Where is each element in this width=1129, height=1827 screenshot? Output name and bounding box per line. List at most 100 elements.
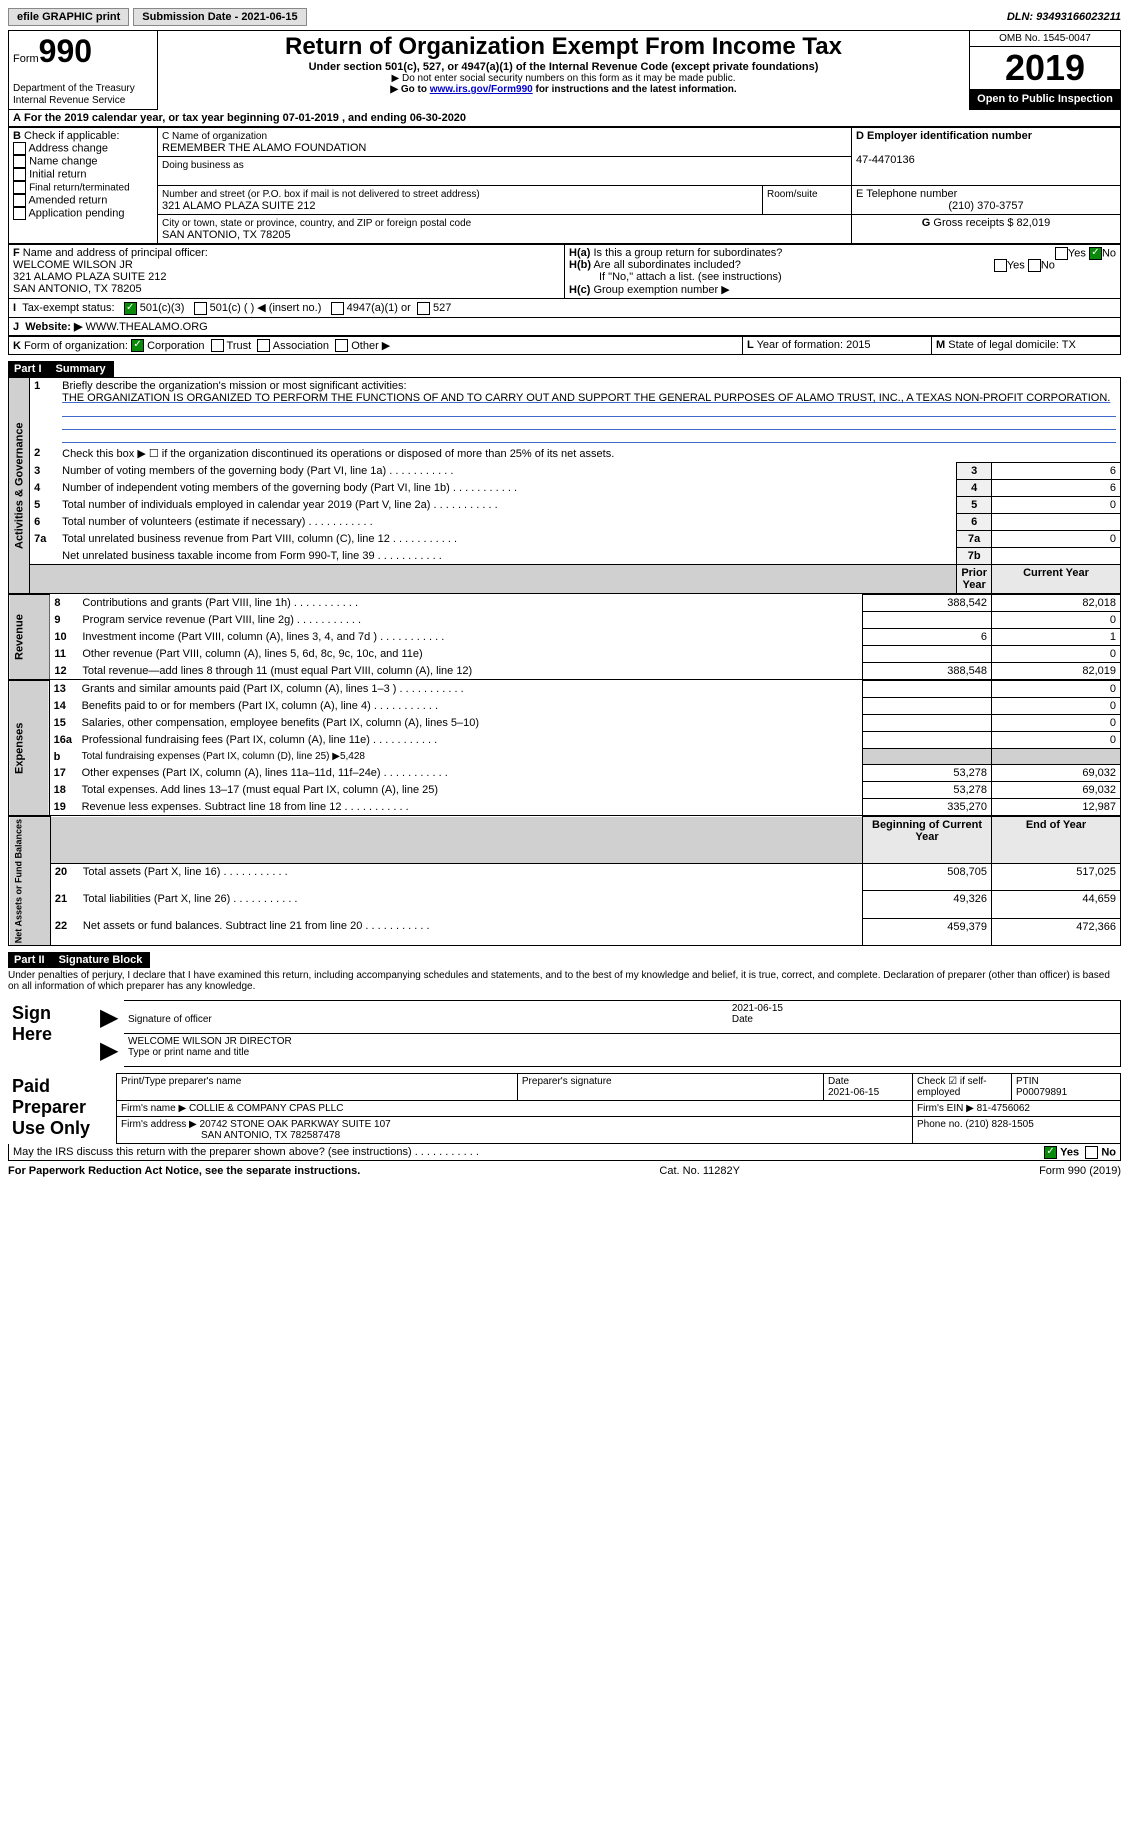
addr-change-checkbox[interactable] [13,142,26,155]
officer-addr1: 321 ALAMO PLAZA SUITE 212 [13,271,166,283]
part1-title: Summary [48,361,114,377]
line-7a: 7aTotal unrelated business revenue from … [9,531,1121,548]
sign-here-label: Sign Here [12,1003,92,1045]
city-label: City or town, state or province, country… [162,218,471,229]
q1: Briefly describe the organization's miss… [62,380,406,392]
hb-yes[interactable] [994,259,1007,272]
preparer-block: Paid Preparer Use Only Print/Type prepar… [8,1073,1121,1144]
addr-label: Number and street (or P.O. box if mail i… [162,189,480,200]
name-title-label: Type or print name and title [128,1047,249,1058]
footer-right: Form 990 (2019) [1039,1165,1121,1177]
officer-addr2: SAN ANTONIO, TX 78205 [13,283,142,295]
signature-block: Sign Here ▶ Signature of officer 2021-06… [8,1000,1121,1067]
footer-left: For Paperwork Reduction Act Notice, see … [8,1165,360,1177]
discuss-no[interactable] [1085,1146,1098,1159]
527-checkbox[interactable] [417,302,430,315]
line-6: 6Total number of volunteers (estimate if… [9,514,1121,531]
hb-text: Are all subordinates included? [593,259,740,271]
ha-text: Is this a group return for subordinates? [593,247,782,259]
501c-checkbox[interactable] [194,302,207,315]
penalty-text: Under penalties of perjury, I declare th… [8,968,1121,994]
form-header: Form990 Department of the Treasury Inter… [8,30,1121,110]
self-emp-label: Check ☑ if self-employed [917,1076,987,1098]
prep-name-label: Print/Type preparer's name [117,1074,518,1101]
entity-block: B Check if applicable: Address change Na… [8,127,1121,244]
4947-checkbox[interactable] [331,302,344,315]
amended-checkbox[interactable] [13,194,26,207]
app-pending-checkbox[interactable] [13,207,26,220]
note-goto-prefix: ▶ Go to [390,84,429,95]
footer-cat: Cat. No. 11282Y [659,1165,740,1177]
street-address: 321 ALAMO PLAZA SUITE 212 [162,200,315,212]
discuss-text: May the IRS discuss this return with the… [13,1146,479,1158]
vtab-netassets: Net Assets or Fund Balances [9,817,51,946]
vtab-activities: Activities & Governance [9,378,30,594]
page-footer: For Paperwork Reduction Act Notice, see … [8,1165,1121,1177]
form-title: Return of Organization Exempt From Incom… [162,33,965,61]
prep-sig-label: Preparer's signature [517,1074,823,1101]
officer-name: WELCOME WILSON JR [13,259,133,271]
line-7b: Net unrelated business taxable income fr… [9,548,1121,565]
mission-text: THE ORGANIZATION IS ORGANIZED TO PERFORM… [62,392,1110,404]
trust-checkbox[interactable] [211,339,224,352]
501c3-checkbox[interactable]: ✓ [124,302,137,315]
sig-officer-label: Signature of officer [128,1014,212,1025]
officer-label: Name and address of principal officer: [23,247,208,259]
q2: Check this box ▶ ☐ if the organization d… [58,445,1120,463]
phone-value: (210) 370-3757 [856,200,1116,212]
officer-block: F Name and address of principal officer:… [8,244,1121,299]
ha-no[interactable]: ✓ [1089,247,1102,260]
tax-year: 2019 [970,47,1120,89]
discuss-yes[interactable]: ✓ [1044,1146,1057,1159]
vtab-revenue: Revenue [9,595,50,680]
form-number: 990 [39,33,92,69]
submission-button[interactable]: Submission Date - 2021-06-15 [133,8,306,26]
vtab-expenses: Expenses [9,681,50,816]
efile-button[interactable]: efile GRAPHIC print [8,8,129,26]
dept-text: Department of the Treasury Internal Reve… [13,83,135,106]
org-name: REMEMBER THE ALAMO FOUNDATION [162,142,366,154]
website-label: Website: ▶ [25,321,82,333]
initial-return-checkbox[interactable] [13,168,26,181]
hb-no[interactable] [1028,259,1041,272]
ptin-value: P00079891 [1016,1087,1067,1098]
period-line: A For the 2019 calendar year, or tax yea… [8,110,1121,127]
part1-label: Part I [8,361,48,377]
hb-note: If "No," attach a list. (see instruction… [569,271,782,283]
b-label: Check if applicable: [24,130,119,142]
firm-addr1: 20742 STONE OAK PARKWAY SUITE 107 [200,1119,391,1130]
firm-ein: 81-4756062 [977,1103,1030,1114]
tax-status-label: Tax-exempt status: [22,302,114,314]
ein-value: 47-4470136 [856,154,915,166]
ha-yes[interactable] [1055,247,1068,260]
note-goto-suffix: for instructions and the latest informat… [533,84,737,95]
org-form-label: Form of organization: [24,340,128,352]
firm-addr2: SAN ANTONIO, TX 782587478 [121,1130,340,1141]
summary-table: Activities & Governance 1 Briefly descri… [8,377,1121,594]
org-name-label: C Name of organization [162,131,267,142]
ein-label: D Employer identification number [856,130,1032,142]
year-formation: Year of formation: 2015 [757,339,871,351]
city-value: SAN ANTONIO, TX 78205 [162,229,291,241]
room-label: Room/suite [767,189,818,200]
form-label: Form [13,53,39,65]
name-change-checkbox[interactable] [13,155,26,168]
final-return-checkbox[interactable] [13,181,26,194]
hc-text: Group exemption number ▶ [593,284,729,296]
form-subtitle: Under section 501(c), 527, or 4947(a)(1)… [162,61,965,73]
prep-date: 2021-06-15 [828,1087,879,1098]
line-4: 4Number of independent voting members of… [9,480,1121,497]
officer-typed-name: WELCOME WILSON JR DIRECTOR [128,1036,292,1047]
firm-name: COLLIE & COMPANY CPAS PLLC [189,1103,344,1114]
corp-checkbox[interactable]: ✓ [131,339,144,352]
top-bar: efile GRAPHIC print Submission Date - 20… [8,8,1121,26]
period-text: For the 2019 calendar year, or tax year … [24,112,466,124]
assoc-checkbox[interactable] [257,339,270,352]
gross-receipts: Gross receipts $ 82,019 [933,217,1050,229]
website-value: WWW.THEALAMO.ORG [85,321,207,333]
other-checkbox[interactable] [335,339,348,352]
firm-phone: (210) 828-1505 [965,1119,1033,1130]
line-5: 5Total number of individuals employed in… [9,497,1121,514]
dln-text: DLN: 93493166023211 [1007,11,1121,23]
form990-link[interactable]: www.irs.gov/Form990 [430,84,533,95]
